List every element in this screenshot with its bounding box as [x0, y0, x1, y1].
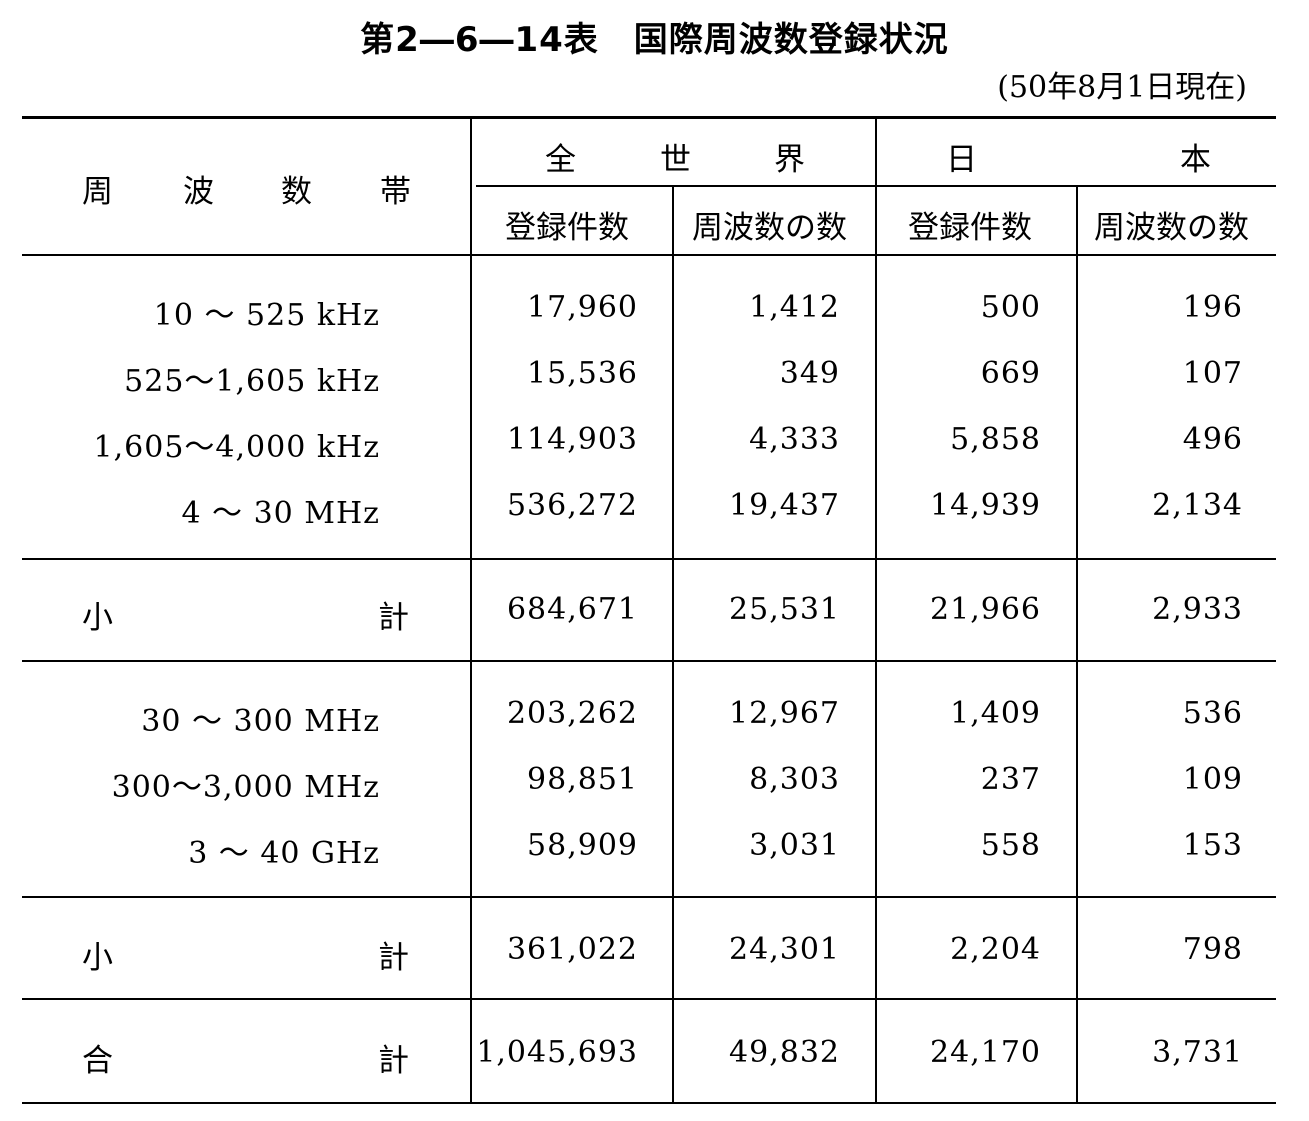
header-japan-char-1: 日: [946, 142, 977, 178]
header-world-char-2: 世: [660, 142, 691, 178]
rule-bottom: [22, 1102, 1276, 1104]
japan-registrations-cell: 24,170: [930, 1035, 1041, 1070]
rule-top: [22, 116, 1276, 119]
japan-registrations-cell: 21,966: [930, 592, 1041, 627]
band-cell: 3 ～ 40 GHz: [188, 836, 380, 871]
japan-frequencies-cell: 2,134: [1152, 488, 1243, 523]
world-registrations-cell: 114,903: [506, 422, 638, 457]
japan-frequencies-cell: 496: [1182, 422, 1243, 457]
world-registrations-cell: 361,022: [506, 932, 638, 967]
japan-registrations-cell: 14,939: [930, 488, 1041, 523]
header-japan-registrations: 登録件数: [908, 210, 1032, 246]
japan-frequencies-cell: 153: [1182, 828, 1243, 863]
band-cell: 4 ～ 30 MHz: [181, 496, 380, 531]
world-frequencies-cell: 24,301: [729, 932, 840, 967]
world-registrations-cell: 203,262: [506, 696, 638, 731]
world-registrations-cell: 58,909: [527, 828, 638, 863]
vrule-world-mid: [672, 186, 674, 1104]
japan-registrations-cell: 1,409: [950, 696, 1041, 731]
header-world-frequencies: 周波数の数: [692, 210, 847, 246]
band-cell: 30 ～ 300 MHz: [141, 704, 380, 739]
japan-frequencies-cell: 3,731: [1152, 1035, 1243, 1070]
japan-registrations-cell: 2,204: [950, 932, 1041, 967]
japan-frequencies-cell: 109: [1182, 762, 1243, 797]
header-japan-frequencies: 周波数の数: [1094, 210, 1249, 246]
japan-registrations-cell: 237: [980, 762, 1041, 797]
world-registrations-cell: 15,536: [527, 356, 638, 391]
world-frequencies-cell: 19,437: [729, 488, 840, 523]
world-frequencies-cell: 8,303: [749, 762, 840, 797]
world-frequencies-cell: 3,031: [749, 828, 840, 863]
world-registrations-cell: 1,045,693: [476, 1035, 638, 1070]
band-cell: 10 ～ 525 kHz: [153, 298, 380, 333]
japan-frequencies-cell: 2,933: [1152, 592, 1243, 627]
header-band-char-2: 波: [183, 174, 214, 210]
vrule-band: [470, 118, 472, 1104]
band-cell: 1,605～4,000 kHz: [93, 430, 380, 465]
japan-registrations-cell: 558: [980, 828, 1041, 863]
header-band-char-3: 数: [281, 174, 312, 210]
vrule-japan-mid: [1076, 186, 1078, 1104]
vrule-japan: [875, 118, 877, 1104]
world-registrations-cell: 536,272: [506, 488, 638, 523]
world-frequencies-cell: 49,832: [729, 1035, 840, 1070]
japan-frequencies-cell: 107: [1182, 356, 1243, 391]
subtotal-label-right: 計: [378, 940, 409, 976]
header-world-registrations: 登録件数: [505, 210, 629, 246]
rule-group1-bottom: [22, 558, 1276, 560]
rule-group2-bottom: [22, 896, 1276, 898]
world-frequencies-cell: 1,412: [749, 290, 840, 325]
world-frequencies-cell: 4,333: [749, 422, 840, 457]
world-frequencies-cell: 12,967: [729, 696, 840, 731]
subtotal-label-left: 小: [82, 940, 113, 976]
rule-header-bottom: [22, 254, 1276, 256]
header-world-char-3: 界: [774, 142, 805, 178]
rule-subtotal1-bottom: [22, 660, 1276, 662]
japan-frequencies-cell: 536: [1182, 696, 1243, 731]
date-note: (50年8月1日現在): [997, 70, 1247, 105]
japan-frequencies-cell: 798: [1182, 932, 1243, 967]
world-frequencies-cell: 349: [779, 356, 840, 391]
total-label-left: 合: [82, 1043, 113, 1079]
world-registrations-cell: 684,671: [506, 592, 638, 627]
japan-frequencies-cell: 196: [1182, 290, 1243, 325]
rule-subtotal2-bottom: [22, 998, 1276, 1000]
header-japan-char-2: 本: [1180, 142, 1211, 178]
japan-registrations-cell: 5,858: [950, 422, 1041, 457]
japan-registrations-cell: 500: [980, 290, 1041, 325]
header-world-char-1: 全: [545, 142, 576, 178]
total-label-right: 計: [378, 1043, 409, 1079]
world-registrations-cell: 17,960: [527, 290, 638, 325]
japan-registrations-cell: 669: [980, 356, 1041, 391]
world-frequencies-cell: 25,531: [729, 592, 840, 627]
subtotal-label-left: 小: [82, 600, 113, 636]
world-registrations-cell: 98,851: [527, 762, 638, 797]
band-cell: 525～1,605 kHz: [124, 364, 380, 399]
subtotal-label-right: 計: [378, 600, 409, 636]
header-band-char-4: 帯: [380, 174, 411, 210]
table-title: 第2―6―14表 国際周波数登録状況: [360, 20, 949, 60]
header-band-char-1: 周: [82, 174, 113, 210]
band-cell: 300～3,000 MHz: [111, 770, 380, 805]
